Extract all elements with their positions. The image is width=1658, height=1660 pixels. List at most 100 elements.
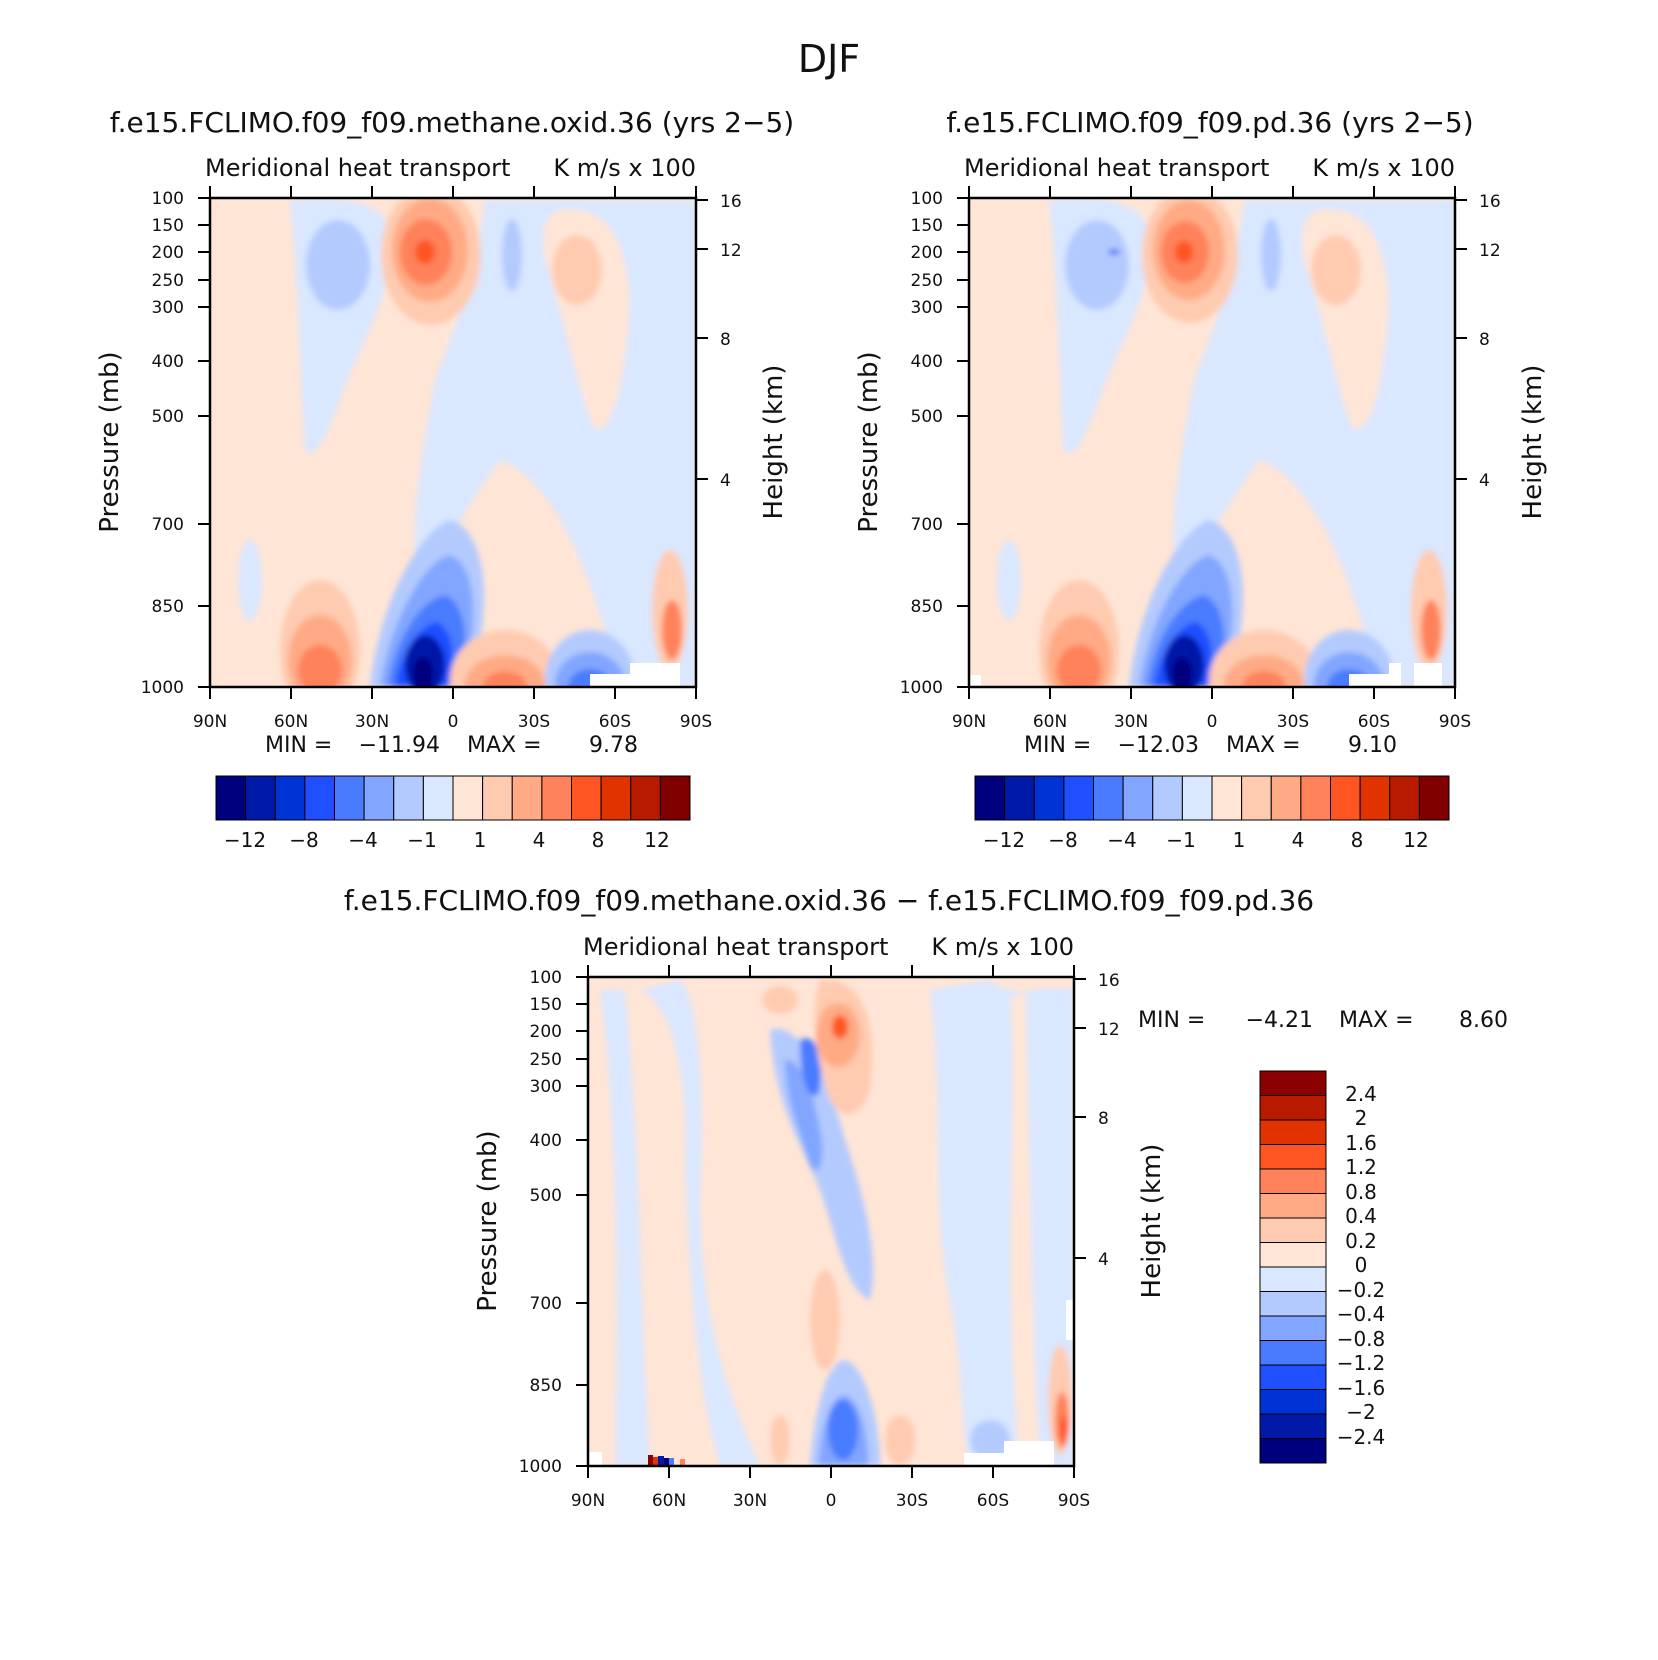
tick-label: 30N <box>355 712 389 732</box>
max-value: 8.60 <box>1459 1008 1508 1033</box>
colorbar-swatch <box>393 775 424 821</box>
height-tick-labels: 16 12 8 4 <box>720 192 742 491</box>
colorbar-swatch <box>1259 1119 1327 1145</box>
colorbar-label: −0.2 <box>1337 1278 1386 1302</box>
colorbar-label: 0.2 <box>1345 1229 1377 1253</box>
tick-label: 60N <box>652 1491 686 1511</box>
tick-label: 12 <box>720 241 742 261</box>
figure-title: DJF <box>798 37 860 81</box>
min-label: MIN = <box>1024 733 1091 758</box>
tick-label: 90N <box>193 712 227 732</box>
tick-label: 30S <box>1277 712 1309 732</box>
min-max-readout: MIN = −12.03 MAX = 9.10 <box>1024 733 1397 758</box>
colorbar-swatch <box>215 775 247 821</box>
tick-label: 300 <box>152 298 184 318</box>
colorbar-swatch <box>1259 1242 1327 1268</box>
colorbar-label: 12 <box>1403 828 1428 852</box>
colorbar-label: −1 <box>1166 828 1195 852</box>
colorbar-swatch <box>1330 775 1361 821</box>
contour-plot <box>210 198 696 687</box>
pressure-axis-ticks <box>198 197 210 688</box>
colorbar-labels: 2.4 2 1.6 1.2 0.8 0.4 0.2 0 −0.2 −0.4 −0… <box>1337 1082 1386 1449</box>
colorbar-swatch <box>1259 1438 1327 1464</box>
colorbar <box>974 775 1450 821</box>
tick-label: 0 <box>826 1491 837 1511</box>
tick-label: 8 <box>1479 330 1490 350</box>
colorbar-swatch <box>482 775 513 821</box>
tick-label: 250 <box>911 271 943 291</box>
panel-title: f.e15.FCLIMO.f09_f09.methane.oxid.36 (yr… <box>110 106 794 139</box>
panel-title: f.e15.FCLIMO.f09_f09.pd.36 (yrs 2−5) <box>946 106 1473 139</box>
colorbar-swatch <box>274 775 306 821</box>
max-value: 9.78 <box>589 733 638 758</box>
tick-label: 30N <box>733 1491 767 1511</box>
tick-label: 400 <box>152 352 184 372</box>
colorbar-swatch <box>511 775 543 821</box>
min-max-readout: MIN = −4.21 MAX = 8.60 <box>1138 1008 1508 1033</box>
max-value: 9.10 <box>1348 733 1397 758</box>
tick-label: 60S <box>1358 712 1390 732</box>
min-label: MIN = <box>1138 1008 1205 1033</box>
tick-label: 30S <box>518 712 550 732</box>
colorbar-label: −8 <box>1048 828 1077 852</box>
colorbar-label: 1.6 <box>1345 1131 1377 1155</box>
colorbar-label: −0.4 <box>1337 1302 1386 1326</box>
tick-label: 0 <box>448 712 459 732</box>
tick-label: 200 <box>152 243 184 263</box>
pressure-axis-label: Pressure (mb) <box>473 1130 503 1311</box>
tick-label: 300 <box>530 1077 562 1097</box>
colorbar-label: 4 <box>1292 828 1305 852</box>
colorbar-swatch <box>1259 1315 1327 1341</box>
height-axis-label: Height (km) <box>759 365 789 520</box>
panel-subtitle-right: K m/s x 100 <box>553 154 696 182</box>
height-axis-ticks <box>696 199 708 480</box>
colorbar-label: 8 <box>592 828 605 852</box>
latitude-tick-labels: 90N 60N 30N 0 30S 60S 90S <box>193 712 712 732</box>
height-axis-ticks <box>1455 199 1467 480</box>
tick-label: 90S <box>1058 1491 1090 1511</box>
colorbar-label: −1.2 <box>1337 1351 1386 1375</box>
colorbar-label: −0.8 <box>1337 1327 1386 1351</box>
colorbar-label: 0.4 <box>1345 1204 1377 1228</box>
latitude-axis-ticks <box>209 186 697 699</box>
tick-label: 200 <box>530 1022 562 1042</box>
tick-label: 60S <box>599 712 631 732</box>
colorbar-swatch <box>974 775 1006 821</box>
pressure-tick-labels: 100 150 200 250 300 400 500 700 850 1000 <box>900 189 943 698</box>
colorbar-label: −12 <box>224 828 266 852</box>
colorbar-swatch <box>1418 775 1450 821</box>
contour-plot <box>588 977 1074 1466</box>
colorbar-swatch <box>1389 775 1420 821</box>
height-tick-labels: 16 12 8 4 <box>1098 971 1120 1270</box>
tick-label: 500 <box>530 1186 562 1206</box>
panel-subtitle-right: K m/s x 100 <box>931 933 1074 961</box>
colorbar-swatch <box>1004 775 1035 821</box>
tick-label: 60N <box>1033 712 1067 732</box>
colorbar <box>215 775 691 821</box>
panel-subtitle-right: K m/s x 100 <box>1312 154 1455 182</box>
colorbar-swatch <box>1300 775 1331 821</box>
panel-subtitle-left: Meridional heat transport <box>964 154 1269 182</box>
tick-label: 4 <box>720 471 731 491</box>
colorbar-label: −1.6 <box>1337 1376 1386 1400</box>
colorbar-label: 0 <box>1355 1253 1368 1277</box>
max-label: MAX = <box>1226 733 1301 758</box>
tick-label: 12 <box>1098 1020 1120 1040</box>
panel-subtitle-left: Meridional heat transport <box>583 933 888 961</box>
colorbar-swatch <box>1152 775 1183 821</box>
tick-label: 100 <box>530 968 562 988</box>
latitude-axis-ticks <box>587 965 1075 1478</box>
contour-plot <box>969 198 1455 687</box>
height-axis-ticks <box>1074 978 1086 1259</box>
colorbar-swatch <box>1093 775 1124 821</box>
colorbar-label: 12 <box>644 828 669 852</box>
height-tick-labels: 16 12 8 4 <box>1479 192 1501 491</box>
tick-label: 60S <box>977 1491 1009 1511</box>
colorbar-label: −2 <box>1346 1400 1375 1424</box>
colorbar-swatch <box>1259 1413 1327 1439</box>
latitude-tick-labels: 90N 60N 30N 0 30S 60S 90S <box>571 1491 1090 1511</box>
colorbar-label: 2.4 <box>1345 1082 1377 1106</box>
pressure-axis-label: Pressure (mb) <box>854 351 884 532</box>
colorbar-swatch <box>571 775 602 821</box>
colorbar-label: 2 <box>1355 1106 1368 1130</box>
